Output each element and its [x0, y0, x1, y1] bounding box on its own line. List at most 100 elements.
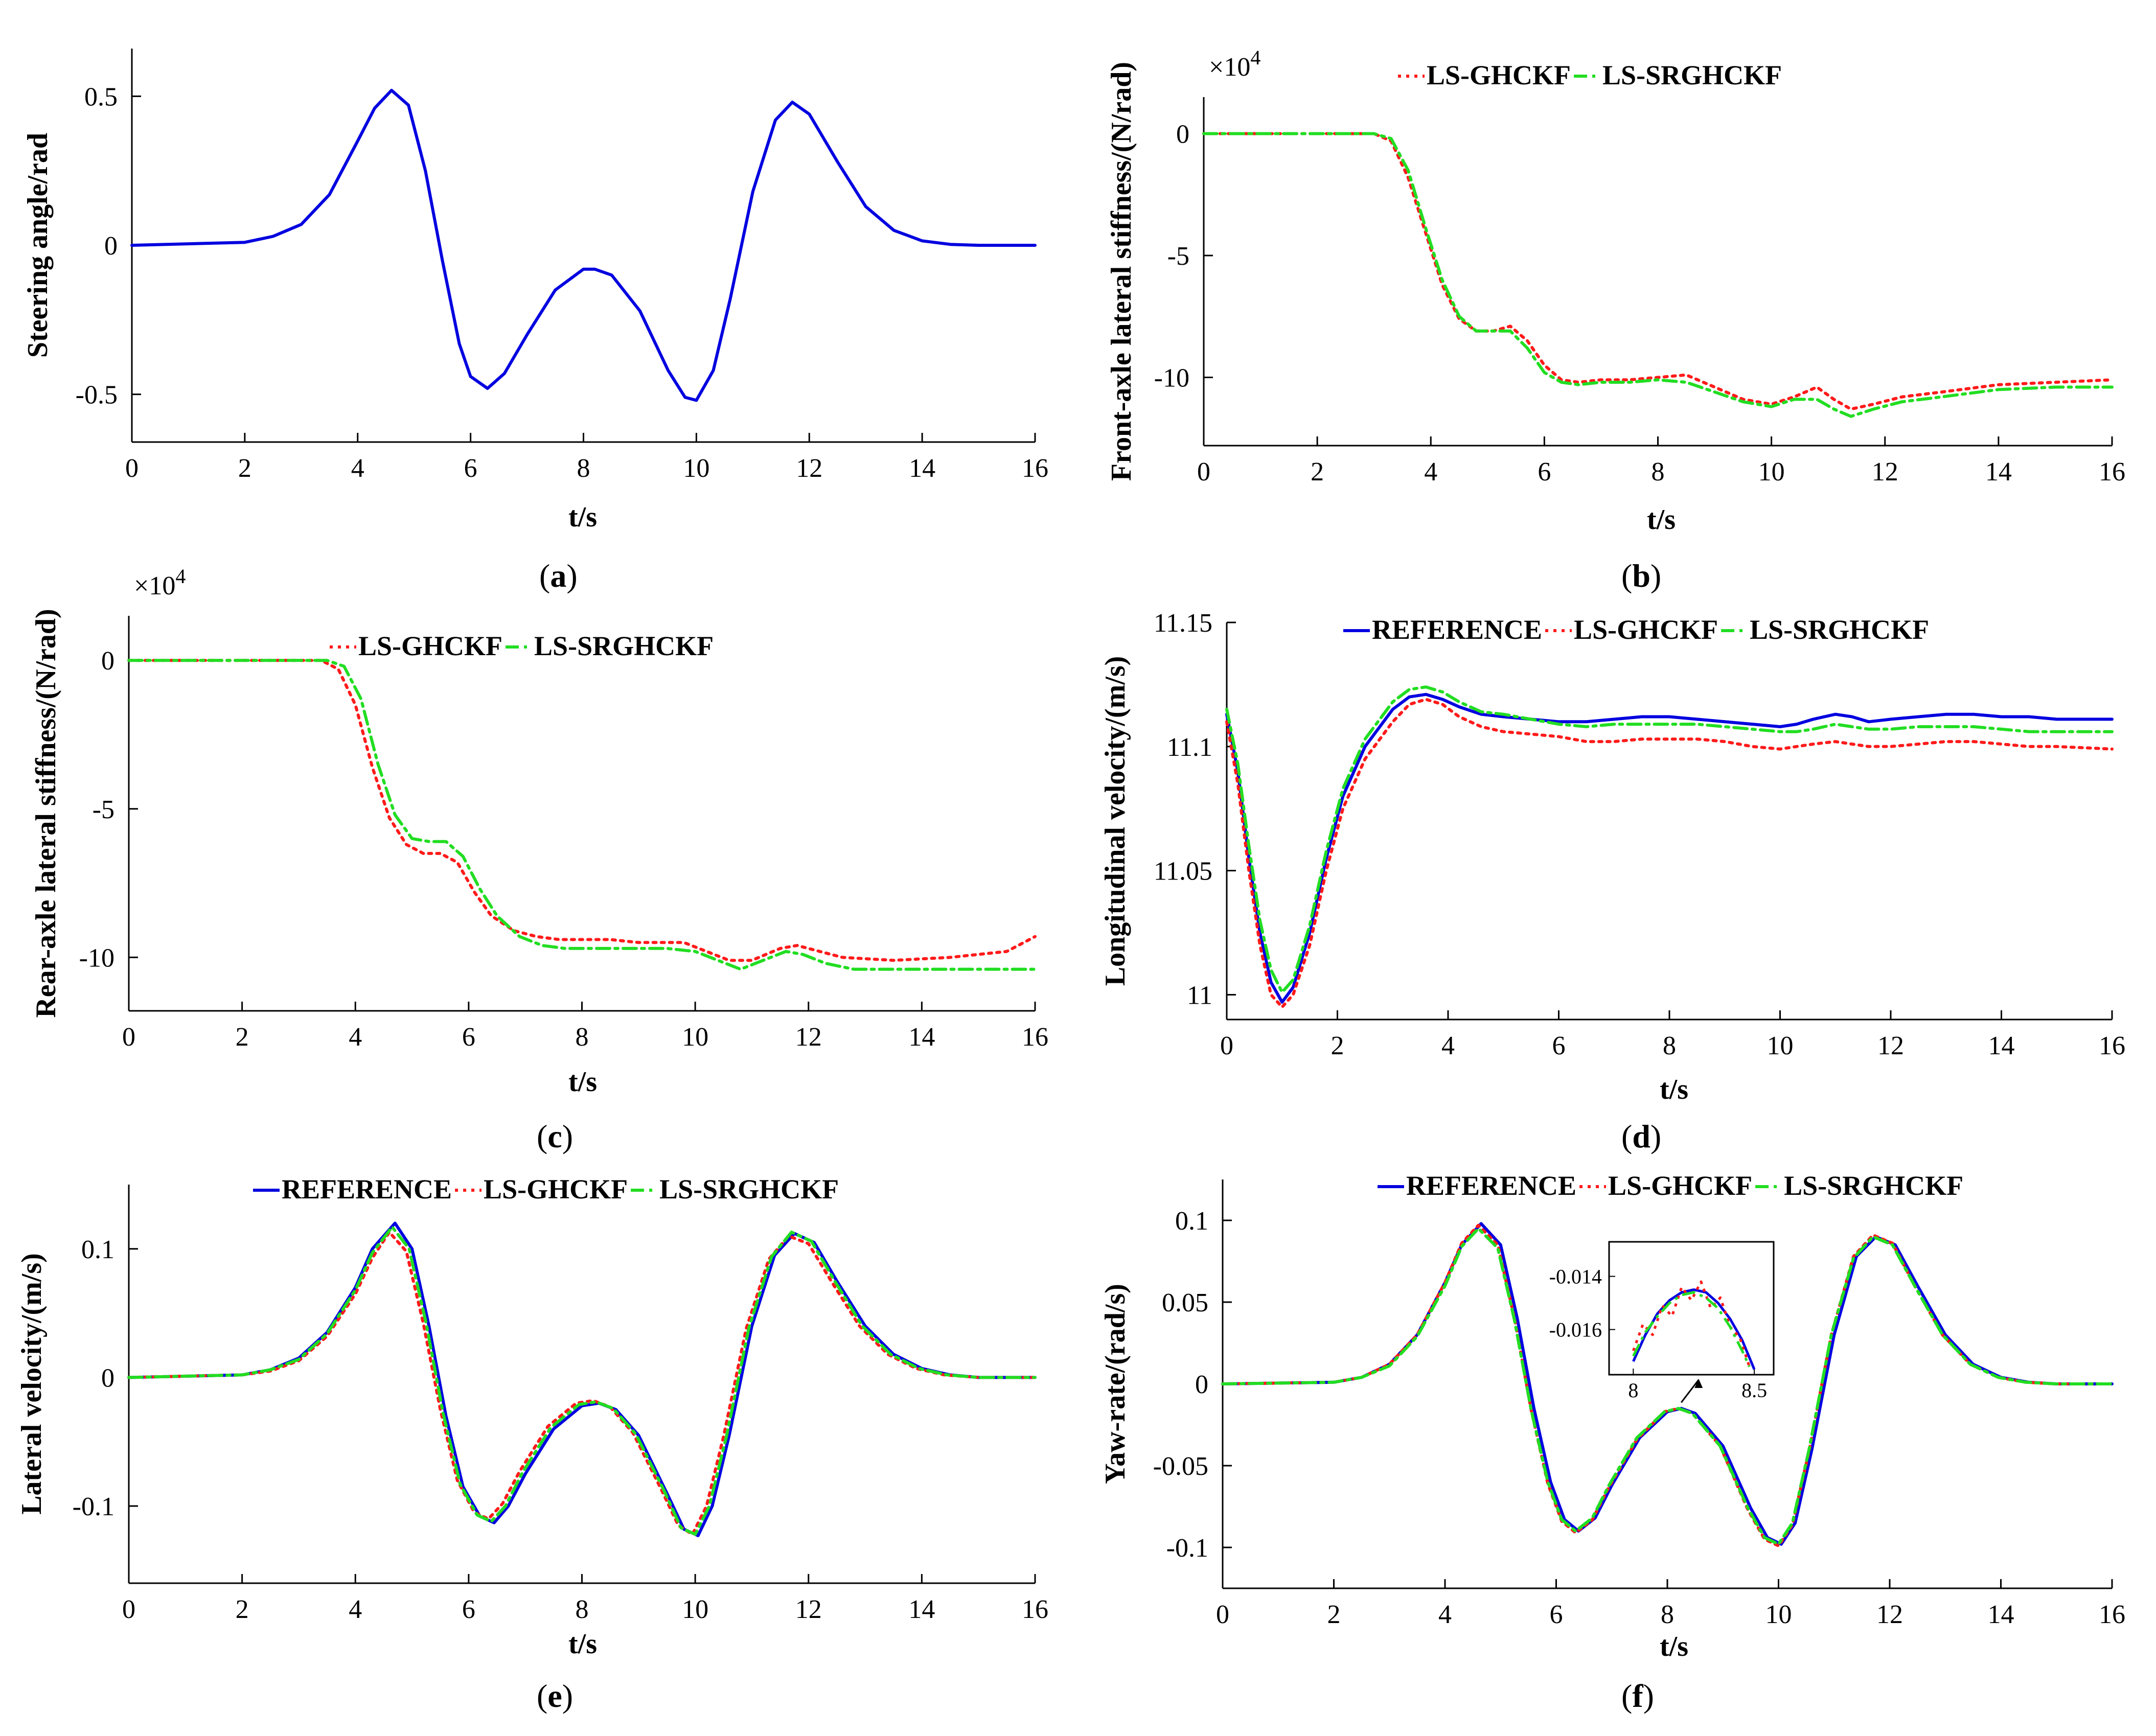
- y-tick-label: 11.1: [1167, 733, 1212, 762]
- legend-label: LS-SRGHCKF: [1602, 60, 1782, 90]
- exponent-power: 4: [1250, 46, 1260, 69]
- x-tick-label: 0: [122, 1595, 135, 1624]
- x-axis-label: t/s: [1647, 504, 1676, 536]
- series-line-ls-ghckf: [1225, 698, 2114, 1009]
- y-tick-label: -10: [1154, 363, 1189, 392]
- x-tick-label: 4: [349, 1595, 362, 1624]
- x-tick-label: 10: [682, 1595, 708, 1624]
- series-line-ls-srghckf: [1221, 1227, 2114, 1546]
- y-axis-label: Longitudinal velocity/(m/s): [1099, 656, 1131, 986]
- x-tick-label: 2: [238, 454, 251, 483]
- panel-caption-close: ): [1643, 1678, 1654, 1714]
- legend-label: LS-GHCKF: [1574, 614, 1718, 645]
- x-tick-label: 12: [1876, 1600, 1903, 1629]
- legend-label: LS-GHCKF: [1608, 1170, 1752, 1201]
- x-tick-label: 14: [909, 454, 935, 483]
- x-tick-label: 8: [1663, 1031, 1676, 1060]
- y-tick-label: -0.5: [76, 381, 118, 410]
- x-tick-label: 2: [1311, 457, 1324, 487]
- y-tick-label: -5: [93, 795, 114, 824]
- y-tick-label: -0.1: [73, 1492, 114, 1521]
- x-tick-label: 12: [795, 1023, 822, 1052]
- panel-caption: (b): [1621, 558, 1661, 594]
- y-tick-label: 0.5: [84, 82, 118, 111]
- y-tick-label: -10: [79, 943, 114, 973]
- x-tick-label: 8: [576, 1023, 589, 1052]
- panel-a-steering-angle: 0 2 4 6 8 10 12 14 16 -0.5 0 0.5 t/s Steering angle/r…: [22, 49, 1048, 594]
- x-tick-label: 8: [1661, 1600, 1674, 1629]
- x-tick-label: 4: [1424, 457, 1437, 487]
- panel-c-rear-axle-stiffness: 0 2 4 6 8 10 12 14 16 -10 -5 0 ×104 t/s Rear-axle late…: [30, 565, 1048, 1154]
- x-tick-label: 10: [1767, 1031, 1794, 1060]
- x-axis-label: t/s: [1660, 1631, 1688, 1662]
- y-tick-label: -5: [1167, 242, 1189, 271]
- panel-f-yaw-rate: 0 2 4 6 8 10 12 14 16 -0.1 -0.05 0 0.05 0.1 t/s Yaw-rat…: [1099, 1170, 2125, 1714]
- x-tick-label: 8: [576, 1595, 589, 1624]
- x-tick-label: 6: [464, 454, 477, 483]
- y-tick-label: 0.1: [81, 1235, 114, 1264]
- panel-caption-letter: a: [550, 558, 566, 594]
- x-tick-label: 14: [1988, 1031, 2015, 1060]
- y-tick-label: 0: [1176, 120, 1189, 149]
- legend-label: LS-GHCKF: [1427, 60, 1571, 90]
- x-tick-label: 4: [1438, 1600, 1452, 1629]
- x-tick-label: 16: [2099, 1600, 2125, 1629]
- inset-series-line: [1632, 1291, 1751, 1368]
- x-tick-label: 0: [1220, 1031, 1233, 1060]
- inset-y-tick-label: -0.014: [1549, 1265, 1602, 1288]
- panel-caption: (a): [539, 558, 578, 594]
- legend-label: REFERENCE: [1372, 614, 1542, 645]
- panel-caption-close: ): [562, 1678, 573, 1714]
- x-tick-label: 0: [122, 1023, 135, 1052]
- series-line-reference: [1225, 692, 2114, 1004]
- y-tick-label: 0: [104, 232, 118, 261]
- x-tick-label: 0: [1197, 457, 1210, 487]
- series-line-ls-srghckf: [1225, 685, 2114, 994]
- inset-arrow-head: [1694, 1379, 1703, 1388]
- exponent-label: ×104: [1209, 46, 1260, 82]
- panel-caption-letter: f: [1632, 1678, 1643, 1714]
- x-axis-label: t/s: [568, 1066, 597, 1098]
- panel-caption: (e): [537, 1678, 573, 1714]
- x-tick-label: 12: [796, 454, 822, 483]
- panel-caption-letter: e: [547, 1678, 562, 1714]
- x-tick-label: 6: [462, 1023, 475, 1052]
- x-tick-label: 2: [1331, 1031, 1344, 1060]
- panel-caption-letter: c: [547, 1118, 562, 1154]
- x-tick-label: 6: [462, 1595, 475, 1624]
- y-axis-label: Lateral velocity/(m/s): [16, 1253, 48, 1515]
- y-axis-label: Front-axle lateral stiffness/(N/rad): [1106, 62, 1137, 481]
- x-tick-label: 14: [908, 1023, 935, 1052]
- exponent-label: ×104: [134, 565, 186, 600]
- x-tick-label: 2: [236, 1595, 249, 1624]
- x-axis-label: t/s: [568, 1628, 597, 1660]
- y-tick-label: 0: [1195, 1370, 1208, 1399]
- y-tick-label: 0.1: [1175, 1207, 1208, 1236]
- x-tick-label: 14: [908, 1595, 935, 1624]
- exponent-power: 4: [175, 565, 186, 588]
- panel-b-front-axle-stiffness: 0 2 4 6 8 10 12 14 16 -10 -5 0 ×104 t/s Front-axle lat…: [1106, 46, 2125, 594]
- y-axis-label: Steering angle/rad: [22, 133, 54, 358]
- y-tick-label: 0: [101, 1363, 114, 1393]
- x-tick-label: 4: [349, 1023, 362, 1052]
- y-axis-label: Rear-axle lateral stiffness/(N/rad): [30, 609, 62, 1017]
- x-axis-label: t/s: [568, 501, 597, 533]
- panel-caption: (d): [1621, 1118, 1661, 1154]
- panel-caption: (c): [537, 1118, 573, 1154]
- x-tick-label: 0: [1216, 1600, 1229, 1629]
- panel-d-longitudinal-velocity: 0 2 4 6 8 10 12 14 16 11 11.05 11.1 11.15 t/s Longitud…: [1099, 609, 2125, 1154]
- panel-caption-close: ): [562, 1118, 573, 1154]
- x-tick-label: 14: [1988, 1600, 2014, 1629]
- y-tick-label: -0.1: [1166, 1534, 1208, 1563]
- x-tick-label: 16: [1022, 454, 1048, 483]
- x-tick-label: 2: [236, 1023, 249, 1052]
- inset-x-tick-label: 8.5: [1741, 1379, 1767, 1402]
- legend-label: LS-GHCKF: [358, 631, 502, 661]
- legend-label: LS-GHCKF: [484, 1174, 628, 1205]
- x-tick-label: 2: [1327, 1600, 1341, 1629]
- series-line-reference: [127, 1221, 1037, 1537]
- inset-zoom: 8 8.5 -0.016 -0.014: [1549, 1241, 1775, 1403]
- y-tick-label: 11.05: [1154, 857, 1212, 886]
- x-tick-label: 12: [1872, 457, 1898, 487]
